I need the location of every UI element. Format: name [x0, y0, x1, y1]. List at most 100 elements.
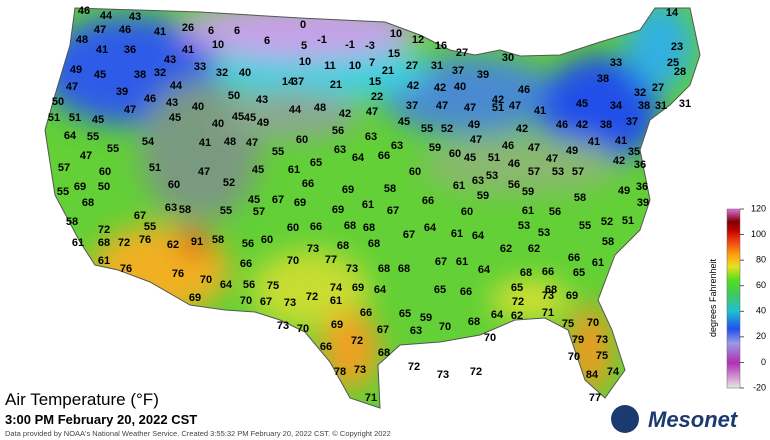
station-temperature: 68: [368, 238, 380, 250]
station-temperature: 73: [596, 334, 608, 346]
colorbar-tick-label: 0: [761, 357, 766, 367]
station-temperature: 55: [220, 205, 232, 217]
colorbar-tick-label: -20: [753, 382, 766, 392]
station-temperature: 70: [240, 295, 252, 307]
station-temperature: 58: [66, 216, 78, 228]
station-temperature: 70: [439, 321, 451, 333]
station-temperature: 46: [78, 5, 90, 17]
station-temperature: 61: [522, 205, 534, 217]
station-temperature: 47: [124, 104, 136, 116]
station-temperature: 51: [149, 162, 161, 174]
station-temperature: 75: [267, 280, 279, 292]
station-temperature: 56: [332, 125, 344, 137]
station-temperature: 58: [179, 204, 191, 216]
colorbar: [726, 208, 741, 389]
station-temperature: 53: [538, 227, 550, 239]
station-temperature: 42: [492, 94, 504, 106]
station-temperature: 23: [671, 41, 683, 53]
station-temperature: 55: [107, 143, 119, 155]
station-temperature: 64: [374, 284, 387, 296]
station-temperature: 57: [58, 162, 70, 174]
station-temperature: 52: [441, 123, 453, 135]
station-temperature: 73: [354, 364, 366, 376]
station-temperature: 66: [568, 252, 580, 264]
station-temperature: 57: [572, 166, 584, 178]
station-temperature: 47: [470, 134, 482, 146]
station-temperature: 73: [284, 297, 296, 309]
station-temperature: 14: [666, 7, 679, 19]
station-temperature: 58: [384, 183, 396, 195]
footer: Data provided by NOAA's National Weather…: [5, 429, 391, 438]
station-temperature: 69: [331, 319, 343, 331]
station-temperature: 67: [387, 205, 399, 217]
station-temperature: 40: [239, 67, 251, 79]
station-temperature: 56: [508, 179, 520, 191]
station-temperature: 50: [52, 96, 64, 108]
station-temperature: 47: [66, 81, 78, 93]
station-temperature: 37: [626, 116, 638, 128]
station-temperature: 28: [674, 66, 686, 78]
station-temperature: 64: [491, 309, 504, 321]
station-temperature: 76: [120, 263, 132, 275]
station-temperature: 6: [208, 25, 214, 37]
station-temperature: 53: [552, 166, 564, 178]
station-temperature: 63: [410, 325, 422, 337]
station-temperature: 47: [464, 102, 476, 114]
station-temperature: 30: [502, 52, 514, 64]
station-temperature: 70: [587, 317, 599, 329]
station-temperature: 45: [244, 112, 256, 124]
station-temperature: 7: [369, 57, 375, 69]
logo: Mesonet: [648, 407, 739, 432]
station-temperature: 64: [478, 264, 491, 276]
station-temperature: 75: [562, 318, 574, 330]
station-temperature: 72: [512, 296, 524, 308]
station-temperature: 66: [542, 266, 554, 278]
station-temperature: 47: [94, 24, 106, 36]
station-temperature: 58: [574, 192, 586, 204]
station-temperature: 40: [454, 81, 466, 93]
station-temperature: 46: [508, 158, 520, 170]
station-temperature: 50: [228, 90, 240, 102]
station-temperature: 46: [144, 93, 156, 105]
station-temperature: 26: [182, 22, 194, 34]
station-temperature: 55: [421, 123, 433, 135]
station-temperature: 6: [264, 35, 270, 47]
station-temperature: 69: [566, 290, 578, 302]
station-temperature: 38: [134, 69, 146, 81]
station-temperature: 47: [246, 137, 258, 149]
station-temperature: 41: [588, 136, 600, 148]
station-temperature: 67: [403, 229, 415, 241]
station-temperature: 72: [118, 237, 130, 249]
station-temperature: 45: [232, 111, 244, 123]
colorbar-tick-label: 80: [756, 255, 766, 265]
station-temperature: 43: [129, 11, 141, 23]
station-temperature: 40: [192, 101, 204, 113]
station-temperature: 42: [339, 108, 351, 120]
station-temperature: 73: [437, 369, 449, 381]
station-temperature: 68: [378, 263, 390, 275]
station-temperature: 5: [301, 40, 307, 52]
station-temperature: 69: [74, 181, 86, 193]
station-temperature: 65: [511, 282, 523, 294]
station-temperature: 67: [260, 296, 272, 308]
station-temperature: 70: [568, 351, 580, 363]
station-temperature: 68: [378, 347, 390, 359]
station-temperature: 43: [256, 94, 268, 106]
station-temperature: 60: [461, 206, 473, 218]
station-temperature: 10: [299, 56, 311, 68]
station-temperature: -1: [317, 34, 327, 46]
station-temperature: 41: [534, 105, 546, 117]
station-temperature: 0: [300, 19, 306, 31]
station-temperature: 68: [344, 220, 356, 232]
station-temperature: 51: [69, 112, 81, 124]
station-temperature: 60: [449, 148, 461, 160]
station-temperature: 68: [468, 316, 480, 328]
station-temperature: 50: [98, 181, 110, 193]
station-temperature: 69: [332, 204, 344, 216]
station-temperature: 46: [119, 24, 131, 36]
station-temperature: 58: [602, 236, 614, 248]
station-temperature: 65: [310, 157, 322, 169]
station-temperature: 57: [253, 206, 265, 218]
station-temperature: 11: [324, 60, 336, 72]
station-temperature: 72: [98, 224, 110, 236]
